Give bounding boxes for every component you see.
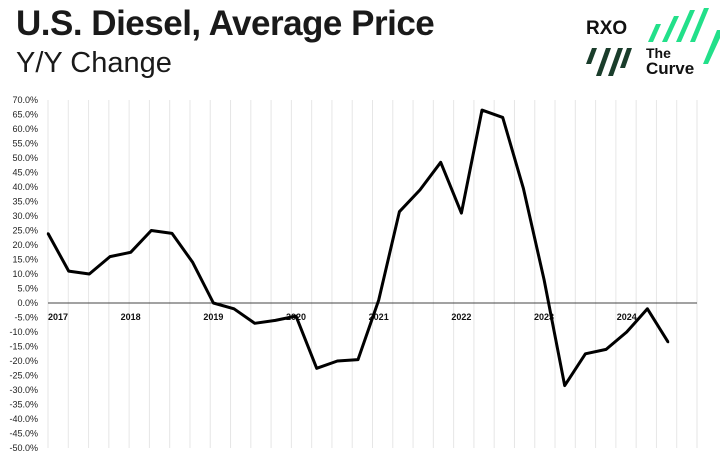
logo-brand-text: RXO — [586, 18, 628, 39]
data-point — [563, 384, 566, 387]
chart-grid — [47, 100, 698, 448]
x-tick-label-2017: 2017 — [48, 312, 68, 322]
y-tick-label: 30.0% — [12, 211, 38, 221]
data-point — [460, 211, 463, 215]
rxo-the-curve-logo: RXO The Curve — [582, 4, 722, 80]
y-tick-label: -30.0% — [9, 385, 38, 395]
data-point — [356, 358, 360, 361]
x-tick-label-2018: 2018 — [121, 312, 141, 322]
data-point — [88, 272, 91, 276]
y-tick-label: -45.0% — [9, 429, 38, 439]
series-points — [46, 108, 670, 387]
y-tick-label: 60.0% — [12, 124, 38, 134]
data-point — [212, 301, 215, 305]
data-point — [253, 322, 256, 325]
x-tick-label-2023: 2023 — [534, 312, 554, 322]
data-point — [336, 359, 339, 363]
data-point — [522, 187, 525, 190]
data-point — [150, 229, 153, 232]
data-point — [584, 352, 587, 355]
y-tick-label: -50.0% — [9, 443, 38, 453]
y-tick-label: 50.0% — [12, 153, 38, 163]
data-point — [191, 261, 194, 264]
y-tick-label: 70.0% — [12, 95, 38, 105]
y-tick-label: -15.0% — [9, 342, 38, 352]
y-tick-label: 5.0% — [17, 284, 38, 294]
data-point — [501, 116, 504, 119]
data-point — [170, 232, 174, 235]
data-point — [232, 307, 236, 310]
y-tick-label: 35.0% — [12, 197, 38, 207]
x-tick-label-2024: 2024 — [617, 312, 637, 322]
logo-product-the: The — [646, 45, 671, 61]
y-tick-label: 25.0% — [12, 226, 38, 236]
y-tick-label: 15.0% — [12, 255, 38, 265]
data-point — [542, 278, 546, 281]
y-tick-label: 10.0% — [12, 269, 38, 279]
y-tick-label: 20.0% — [12, 240, 38, 250]
x-tick-label-2019: 2019 — [203, 312, 223, 322]
data-point — [398, 210, 401, 213]
line-chart: 70.0% 65.0% 60.0% 55.0% 50.0% 45.0% 40.0% 35.0%… — [9, 95, 698, 453]
y-tick-label: 45.0% — [12, 168, 38, 178]
y-tick-label: 0.0% — [17, 298, 38, 308]
data-point — [67, 269, 70, 273]
data-point — [315, 367, 318, 370]
data-point — [439, 161, 442, 164]
y-tick-label: -20.0% — [9, 356, 38, 366]
chart-title: U.S. Diesel, Average Price — [16, 4, 435, 43]
data-point — [129, 251, 132, 254]
data-point — [666, 340, 670, 344]
y-tick-label: 65.0% — [12, 110, 38, 120]
y-tick-label: -25.0% — [9, 371, 38, 381]
logo-product-curve: Curve — [646, 59, 695, 78]
x-axis-ticks: 20172018201920202021202220232024 — [48, 312, 637, 322]
y-tick-label: 55.0% — [12, 139, 38, 149]
x-tick-label-2022: 2022 — [451, 312, 471, 322]
y-tick-label: 40.0% — [12, 182, 38, 192]
data-point — [377, 298, 380, 302]
data-point — [480, 108, 484, 112]
y-tick-label: -10.0% — [9, 327, 38, 337]
chart-subtitle: Y/Y Change — [16, 47, 172, 79]
data-point — [46, 232, 50, 235]
data-point — [604, 348, 608, 351]
logo-graphic — [586, 8, 720, 76]
data-point — [625, 330, 628, 334]
y-tick-label: -35.0% — [9, 400, 38, 410]
x-tick-label-2021: 2021 — [369, 312, 389, 322]
data-point — [108, 255, 112, 258]
y-tick-label: -40.0% — [9, 414, 38, 424]
data-point — [646, 307, 649, 310]
data-point — [294, 314, 298, 318]
data-point — [274, 319, 277, 322]
data-point — [418, 188, 422, 192]
y-tick-label: -5.0% — [14, 313, 38, 323]
y-axis-ticks: 70.0% 65.0% 60.0% 55.0% 50.0% 45.0% 40.0% 35.0%… — [9, 95, 38, 453]
